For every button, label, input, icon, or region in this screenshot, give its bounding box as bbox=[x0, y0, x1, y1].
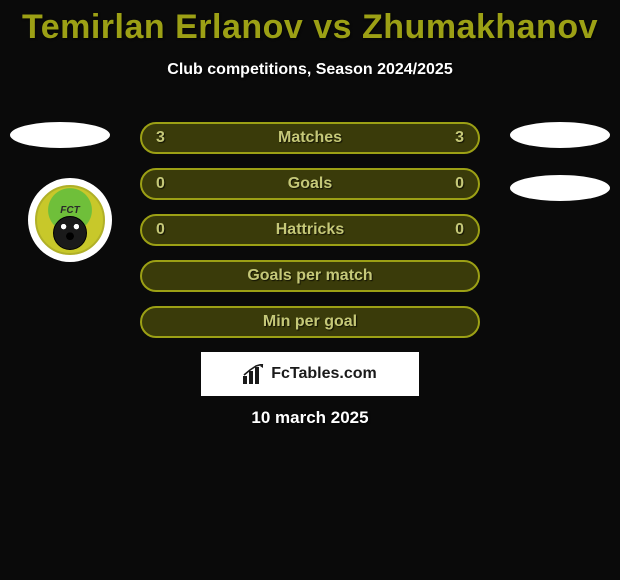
stat-row-hattricks: 0 Hattricks 0 bbox=[140, 214, 480, 246]
player-left-placeholder bbox=[10, 122, 110, 148]
stat-left-value: 0 bbox=[156, 175, 165, 193]
club-badge-icon: FCT bbox=[35, 185, 105, 255]
chart-bars-icon bbox=[243, 364, 265, 384]
player-right-placeholder bbox=[510, 122, 610, 148]
club-left-logo: FCT bbox=[28, 178, 112, 262]
stat-row-min-per-goal: Min per goal bbox=[140, 306, 480, 338]
stat-row-matches: 3 Matches 3 bbox=[140, 122, 480, 154]
subtitle: Club competitions, Season 2024/2025 bbox=[0, 61, 620, 79]
stat-label: Goals bbox=[288, 175, 332, 193]
club-right-placeholder bbox=[510, 175, 610, 201]
stat-left-value: 3 bbox=[156, 129, 165, 147]
stat-row-goals: 0 Goals 0 bbox=[140, 168, 480, 200]
stat-left-value: 0 bbox=[156, 221, 165, 239]
page-title: Temirlan Erlanov vs Zhumakhanov bbox=[0, 0, 620, 47]
stat-label: Min per goal bbox=[263, 313, 357, 331]
comparison-card: Temirlan Erlanov vs Zhumakhanov Club com… bbox=[0, 0, 620, 580]
stat-label: Goals per match bbox=[247, 267, 372, 285]
stat-right-value: 3 bbox=[455, 129, 464, 147]
stat-label: Matches bbox=[278, 129, 342, 147]
stat-label: Hattricks bbox=[276, 221, 344, 239]
stat-right-value: 0 bbox=[455, 221, 464, 239]
watermark: FcTables.com bbox=[201, 352, 419, 396]
stat-row-goals-per-match: Goals per match bbox=[140, 260, 480, 292]
stats-list: 3 Matches 3 0 Goals 0 0 Hattricks 0 Goal… bbox=[140, 122, 480, 352]
club-badge-text: FCT bbox=[37, 205, 103, 216]
soccer-ball-icon bbox=[53, 216, 87, 250]
date-label: 10 march 2025 bbox=[0, 408, 620, 428]
watermark-text: FcTables.com bbox=[271, 365, 377, 383]
stat-right-value: 0 bbox=[455, 175, 464, 193]
